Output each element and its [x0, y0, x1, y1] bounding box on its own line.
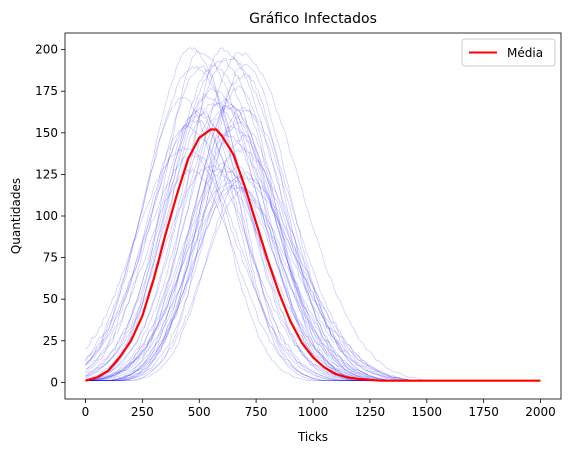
y-tick-label: 0	[50, 375, 58, 389]
y-tick-label: 175	[35, 84, 58, 98]
x-axis-title: Ticks	[297, 430, 328, 444]
y-tick-label: 100	[35, 209, 58, 223]
mean-series-line	[85, 128, 541, 382]
x-tick-label: 2000	[525, 405, 556, 419]
x-tick-label: 1500	[411, 405, 442, 419]
y-tick-label: 25	[43, 334, 58, 348]
legend-box	[461, 38, 556, 67]
chart-title: Gráfico Infectados	[249, 11, 377, 27]
y-tick-label: 125	[35, 167, 58, 181]
x-axis: 0 250 500 750 1000 1250 1500 1750 2000	[82, 399, 556, 419]
y-tick-label: 75	[43, 251, 58, 265]
x-tick-label: 1750	[468, 405, 499, 419]
x-tick-label: 0	[82, 405, 90, 419]
x-tick-label: 500	[188, 405, 211, 419]
y-axis-title: Quantidades	[9, 178, 23, 254]
legend-mean-label: Média	[507, 46, 543, 60]
y-axis: 0 25 50 75 100 125 150 175 200	[35, 43, 65, 389]
y-tick-label: 200	[35, 43, 58, 57]
x-tick-label: 750	[245, 405, 268, 419]
y-tick-label: 150	[35, 126, 58, 140]
legend: Média	[461, 38, 556, 67]
x-tick-label: 250	[131, 405, 154, 419]
y-tick-label: 50	[43, 292, 58, 306]
x-tick-label: 1000	[298, 405, 329, 419]
x-tick-label: 1250	[355, 405, 386, 419]
mean-series-layer	[85, 128, 541, 382]
